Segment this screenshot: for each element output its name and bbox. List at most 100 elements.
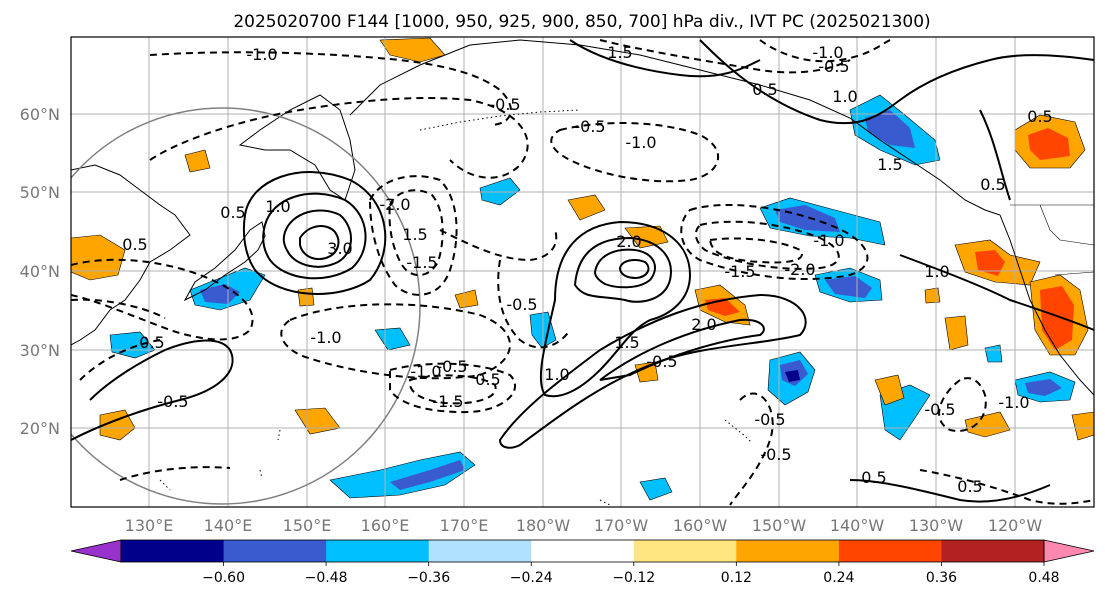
colorbar-segment xyxy=(633,540,737,562)
distance-ring xyxy=(71,107,421,505)
contour-label: 1.5 xyxy=(402,225,427,244)
contour-label: -1.0 xyxy=(246,45,277,64)
contour-label: 0.5 xyxy=(122,235,147,254)
contour-label: 0.5 xyxy=(220,203,245,222)
coastline-na-borders xyxy=(1010,204,1094,276)
colorbar-tick-label: 0.12 xyxy=(721,570,752,586)
longitude-label: 130°E xyxy=(125,516,174,535)
contour-label: -2.0 xyxy=(379,195,410,214)
colorbar-tick-label: −0.24 xyxy=(510,570,553,586)
shade-area xyxy=(567,194,606,221)
contour-positive xyxy=(299,225,340,260)
latitude-label: 50°N xyxy=(20,183,60,202)
latitude-labels: 60°N 50°N 40°N 30°N 20°N xyxy=(20,105,60,438)
shade-area xyxy=(785,370,800,382)
contour-negative xyxy=(368,175,458,296)
contour-label: 1.0 xyxy=(265,197,290,216)
colorbar-segment xyxy=(941,540,1045,562)
shade-area xyxy=(825,276,872,298)
shade-area xyxy=(390,460,465,490)
contour-negative xyxy=(497,259,571,349)
contour-label: 1.0 xyxy=(924,262,949,281)
contour-negative xyxy=(599,39,851,74)
coastline-hawaii xyxy=(724,419,753,444)
contour-label: -1.0 xyxy=(813,231,844,250)
longitude-label: 170°W xyxy=(594,516,649,535)
contour-label: -0.5 xyxy=(754,410,785,429)
shade-area xyxy=(379,37,446,63)
contour-positive xyxy=(979,109,1011,201)
longitude-label: 120°W xyxy=(988,516,1043,535)
contour-negative xyxy=(550,122,720,183)
contour-negative xyxy=(759,39,891,63)
shade-area xyxy=(944,315,969,351)
contour-label: -0.5 xyxy=(646,352,677,371)
shade-area xyxy=(924,287,941,304)
colorbar-segment xyxy=(121,540,225,562)
graticule xyxy=(71,37,1094,507)
contour-negative xyxy=(729,392,774,506)
longitude-label: 150°W xyxy=(752,516,807,535)
contour-label: 1.0 xyxy=(832,87,857,106)
contour-negative xyxy=(280,303,511,380)
colorbar-segment xyxy=(326,540,430,562)
contour-negative xyxy=(708,237,803,264)
contour-positive xyxy=(699,39,1094,125)
ivt-pc-contours xyxy=(71,39,1094,506)
contour-positive xyxy=(498,293,807,449)
longitude-label: 140°W xyxy=(830,516,885,535)
longitude-label: 180°W xyxy=(516,516,571,535)
contour-label: 0.5 xyxy=(1027,107,1052,126)
shade-area xyxy=(71,234,126,281)
coastline-pacific-islands xyxy=(159,429,611,506)
coastline-na-west xyxy=(999,214,1094,396)
contour-negative xyxy=(938,377,987,432)
contour-label: -1.0 xyxy=(310,328,341,347)
map-panel: -1.0 1.5 -1.0-0.50.5 1.0-0.5-0.5-1.01.50.50… xyxy=(20,36,1095,535)
contour-label: 2.0 xyxy=(616,232,641,251)
contour-label: -1.0 xyxy=(625,133,656,152)
figure-title: 2025020700 F144 [1000, 950, 925, 900, 85… xyxy=(233,12,930,32)
shade-area xyxy=(374,327,411,351)
shade-area xyxy=(874,374,905,406)
contour-label: 1.0 xyxy=(544,365,569,384)
shade-area xyxy=(99,409,136,441)
coastlines xyxy=(71,39,1094,506)
colorbar-tick-label: −0.36 xyxy=(407,570,450,586)
shade-area xyxy=(984,344,1003,363)
contour-positive xyxy=(849,479,1051,503)
contour-positive xyxy=(599,318,765,381)
colorbar: −0.60 −0.48 −0.36 −0.24 −0.12 0.12 0.24 0.36 0.4… xyxy=(70,539,1095,586)
contour-label: 2.0 xyxy=(691,315,716,334)
longitude-label: 130°W xyxy=(909,516,964,535)
contour-negative xyxy=(439,229,558,262)
colorbar-segment xyxy=(531,540,635,562)
colorbar-tick-label: 0.36 xyxy=(926,570,957,586)
shade-area xyxy=(624,225,669,249)
shade-area xyxy=(200,284,240,304)
contour-negative xyxy=(149,51,512,126)
longitude-label: 140°E xyxy=(204,516,253,535)
colorbar-tick-label: −0.60 xyxy=(202,570,245,586)
contour-positive xyxy=(282,209,352,268)
colorbar-segment xyxy=(736,540,840,562)
contour-labels: -1.0 1.5 -1.0-0.50.5 1.0-0.5-0.5-1.01.50.50… xyxy=(122,43,1052,496)
contour-positive xyxy=(618,259,650,280)
map-frame xyxy=(70,36,1095,508)
contour-label: -1.0 xyxy=(410,362,441,381)
contour-label: 0.5 xyxy=(475,370,500,389)
contour-label: 1.5 xyxy=(877,155,902,174)
coastline-aleutians xyxy=(419,109,581,131)
contour-negative xyxy=(389,362,516,414)
contour-negative xyxy=(71,258,254,341)
contour-negative xyxy=(694,220,840,270)
longitude-label: 160°E xyxy=(361,516,410,535)
colorbar-tick-label: −0.12 xyxy=(612,570,655,586)
shade-area xyxy=(454,289,479,309)
contour-label: -1.0 xyxy=(812,43,843,62)
contour-negative xyxy=(919,469,1094,505)
colorbar-segment xyxy=(838,540,942,562)
contour-positive xyxy=(569,39,761,78)
contour-label: -0.5 xyxy=(436,357,467,376)
